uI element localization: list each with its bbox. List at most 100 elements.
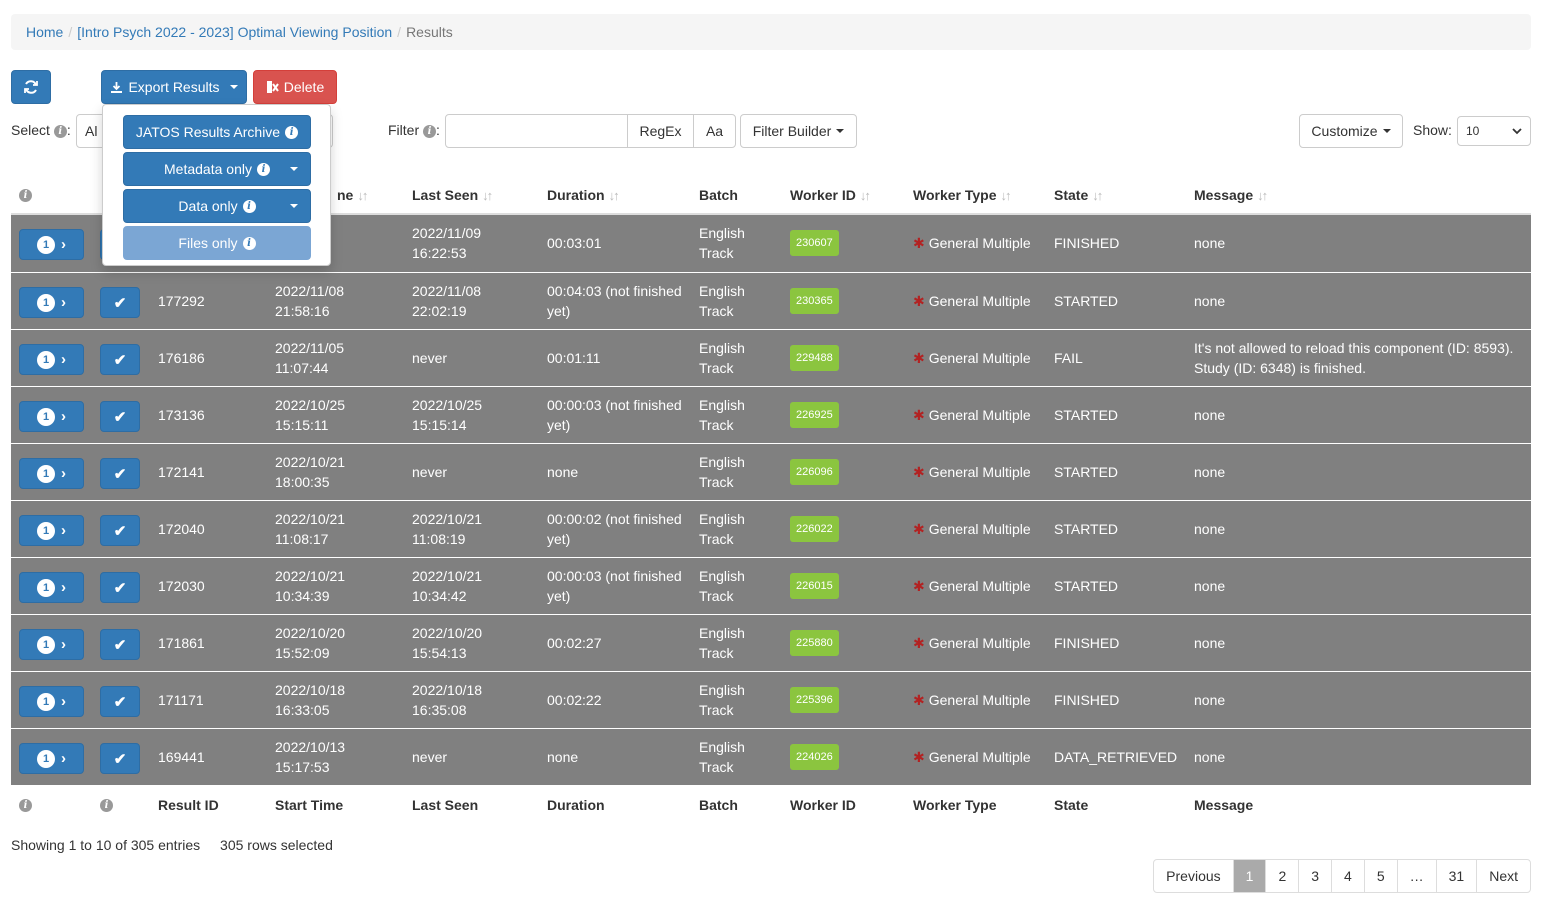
table-row[interactable]: 1 › ✔ 171861 2022/10/20 15:52:09 2022/10/… xyxy=(11,614,1531,671)
row-select-checkbox[interactable]: ✔ xyxy=(100,743,140,774)
cell-worker-id: 226925 xyxy=(790,387,839,443)
table-row[interactable]: 1 › ✔ 177292 2022/11/08 21:58:16 2022/11/… xyxy=(11,272,1531,329)
row-select-checkbox[interactable]: ✔ xyxy=(100,629,140,660)
cell-batch-line2: Track xyxy=(699,417,734,433)
cell-duration-line1: 00:03:01 xyxy=(547,235,602,251)
cell-batch: English Track xyxy=(699,729,745,785)
export-files-item[interactable]: Files only i xyxy=(123,226,311,260)
cell-start-time: 2022/10/25 15:15:11 xyxy=(275,387,345,443)
info-icon: i xyxy=(285,125,299,139)
table-row[interactable]: 1 › ✔ 173136 2022/10/25 15:15:11 2022/10/… xyxy=(11,386,1531,443)
export-results-button[interactable]: Export Results xyxy=(101,70,247,104)
cell-duration-line1: 00:04:03 (not finished xyxy=(547,283,682,299)
table-row[interactable]: 1 › ✔ 176186 2022/11/05 11:07:44 never 00… xyxy=(11,329,1531,386)
breadcrumb-home-link[interactable]: Home xyxy=(26,24,64,40)
worker-id-badge[interactable]: 230365 xyxy=(790,288,839,314)
pagination-page[interactable]: 3 xyxy=(1298,860,1331,892)
cell-duration-line1: 00:02:27 xyxy=(547,635,602,651)
expand-row-button[interactable]: 1 › xyxy=(19,515,84,546)
header-duration-label: Duration xyxy=(547,187,605,203)
footer-last-seen: Last Seen xyxy=(412,797,479,813)
worker-id-badge[interactable]: 229488 xyxy=(790,345,839,371)
row-select-checkbox[interactable]: ✔ xyxy=(100,458,140,489)
cell-start-time-line2: 11:07:44 xyxy=(275,360,329,376)
cell-last-seen-line1: never xyxy=(412,350,448,366)
pagination-next[interactable]: Next xyxy=(1476,860,1530,892)
row-select-checkbox[interactable]: ✔ xyxy=(100,344,140,375)
header-worker-id[interactable]: Worker ID ↓↑ xyxy=(790,175,871,215)
filter-builder-button[interactable]: Filter Builder xyxy=(740,114,857,148)
export-jatos-archive-item[interactable]: JATOS Results Archive i xyxy=(123,115,311,149)
pagination-page[interactable]: 1 xyxy=(1232,860,1266,892)
header-start-time[interactable]: ne ↓↑ xyxy=(337,175,368,215)
expand-row-button[interactable]: 1 › xyxy=(19,287,84,318)
refresh-button[interactable] xyxy=(11,70,51,104)
worker-id-badge[interactable]: 224026 xyxy=(790,744,839,770)
worker-id-badge[interactable]: 230607 xyxy=(790,230,839,256)
table-row[interactable]: 1 › ✔ 172030 2022/10/21 10:34:39 2022/10/… xyxy=(11,557,1531,614)
header-worker-type[interactable]: Worker Type ↓↑ xyxy=(913,175,1012,215)
pagination-page[interactable]: 4 xyxy=(1331,860,1364,892)
header-last-seen[interactable]: Last Seen ↓↑ xyxy=(412,175,493,215)
row-select-checkbox[interactable]: ✔ xyxy=(100,515,140,546)
table-row[interactable]: 1 › ✔ 172141 2022/10/21 18:00:35 never no… xyxy=(11,443,1531,500)
row-select-checkbox[interactable]: ✔ xyxy=(100,287,140,318)
expand-row-button[interactable]: 1 › xyxy=(19,743,84,774)
row-select-checkbox[interactable]: ✔ xyxy=(100,686,140,717)
header-state[interactable]: State ↓↑ xyxy=(1054,175,1103,215)
info-icon[interactable]: i xyxy=(19,188,32,202)
expand-row-button[interactable]: 1 › xyxy=(19,686,84,717)
expand-row-button[interactable]: 1 › xyxy=(19,229,84,260)
breadcrumb-study-link[interactable]: [Intro Psych 2022 - 2023] Optimal Viewin… xyxy=(77,24,393,40)
header-duration[interactable]: Duration ↓↑ xyxy=(547,175,620,215)
footer-state: State xyxy=(1054,797,1089,813)
info-icon[interactable]: i xyxy=(100,798,113,812)
cell-start-time-line2: 11:08:17 xyxy=(275,531,329,547)
cell-last-seen-line1: 2022/10/21 xyxy=(412,568,483,584)
table-row[interactable]: 1 › ✔ 172040 2022/10/21 11:08:17 2022/10/… xyxy=(11,500,1531,557)
worker-id-badge[interactable]: 226925 xyxy=(790,402,839,428)
filter-input[interactable] xyxy=(445,114,628,148)
pagination-page[interactable]: 31 xyxy=(1435,860,1477,892)
pagination-page[interactable]: 5 xyxy=(1363,860,1397,892)
chevron-down-icon xyxy=(836,129,845,133)
worker-id-badge[interactable]: 226015 xyxy=(790,573,839,599)
case-sensitive-toggle-button[interactable]: Aa xyxy=(693,114,736,148)
pagination-page[interactable]: 2 xyxy=(1265,860,1298,892)
worker-id-badge[interactable]: 225396 xyxy=(790,687,839,713)
regex-toggle-button[interactable]: RegEx xyxy=(627,114,694,148)
worker-id-badge[interactable]: 225880 xyxy=(790,630,839,656)
asterisk-icon: ✱ xyxy=(913,350,925,366)
export-results-label: Export Results xyxy=(128,79,220,95)
expand-row-button[interactable]: 1 › xyxy=(19,344,84,375)
cell-duration-line1: 00:00:03 (not finished xyxy=(547,568,682,584)
expand-row-button[interactable]: 1 › xyxy=(19,629,84,660)
pagination-previous[interactable]: Previous xyxy=(1166,868,1221,884)
row-select-checkbox[interactable]: ✔ xyxy=(100,572,140,603)
delete-button[interactable]: Delete xyxy=(253,70,337,104)
worker-type-label: General Multiple xyxy=(928,293,1031,309)
cell-last-seen: 2022/10/21 10:34:42 xyxy=(412,558,482,614)
info-icon[interactable]: i xyxy=(423,124,437,138)
info-icon[interactable]: i xyxy=(53,124,67,138)
table-row[interactable]: 1 › ✔ 171171 2022/10/18 16:33:05 2022/10/… xyxy=(11,671,1531,728)
expand-row-button[interactable]: 1 › xyxy=(19,401,84,432)
customize-button[interactable]: Customize xyxy=(1299,114,1403,148)
cell-state: FINISHED xyxy=(1054,692,1120,708)
expand-row-button[interactable]: 1 › xyxy=(19,572,84,603)
cell-batch-line2: Track xyxy=(699,759,734,775)
worker-id-badge[interactable]: 226096 xyxy=(790,459,839,485)
cell-last-seen: 2022/11/09 16:22:53 xyxy=(412,215,481,271)
cell-worker-type: ✱ General Multiple xyxy=(913,330,1031,386)
component-count-badge: 1 xyxy=(37,350,55,369)
worker-id-badge[interactable]: 226022 xyxy=(790,516,839,542)
page-length-select[interactable]: 10 xyxy=(1457,116,1531,146)
row-select-checkbox[interactable]: ✔ xyxy=(100,401,140,432)
export-metadata-item[interactable]: Metadata only i xyxy=(123,152,311,186)
export-data-item[interactable]: Data only i xyxy=(123,189,311,223)
info-icon[interactable]: i xyxy=(19,798,32,812)
table-row[interactable]: 1 › ✔ 169441 2022/10/13 15:17:53 never no… xyxy=(11,728,1531,785)
header-message[interactable]: Message ↓↑ xyxy=(1194,175,1268,215)
expand-row-button[interactable]: 1 › xyxy=(19,458,84,489)
cell-worker-type: ✱ General Multiple xyxy=(913,387,1031,443)
